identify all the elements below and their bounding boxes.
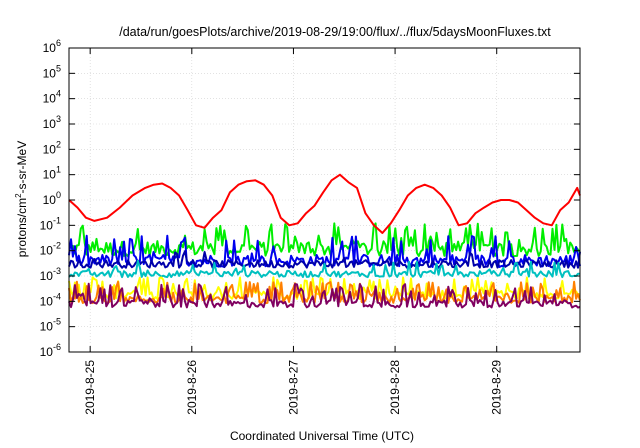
y-tick-label: 10-6 xyxy=(40,342,61,359)
x-tick-label: 2019-8-29 xyxy=(490,360,504,415)
y-tick-label: 104 xyxy=(43,89,61,106)
y-tick-label: 101 xyxy=(43,165,61,182)
y-tick-label: 102 xyxy=(43,139,61,156)
y-tick-label: 106 xyxy=(43,38,61,55)
x-axis-label: Coordinated Universal Time (UTC) xyxy=(230,429,414,443)
x-axis: 2019-8-25 2019-8-26 2019-8-27 2019-8-28 2019… xyxy=(83,48,504,415)
series-line xyxy=(68,173,581,234)
y-tick-label: 100 xyxy=(43,190,61,207)
series-line xyxy=(68,259,581,279)
y-tick-label: 10-2 xyxy=(40,241,61,258)
y-tick-label: 10-5 xyxy=(40,317,61,334)
chart-title: /data/run/goesPlots/archive/2019-08-29/1… xyxy=(119,25,551,39)
x-tick-label: 2019-8-26 xyxy=(185,360,199,415)
x-tick-label: 2019-8-25 xyxy=(83,360,97,415)
series-line xyxy=(68,282,581,309)
y-tick-label: 105 xyxy=(43,63,61,80)
y-tick-label: 10-1 xyxy=(40,215,61,232)
y-tick-label: 10-4 xyxy=(40,291,61,308)
y-tick-label: 103 xyxy=(43,114,61,131)
y-axis: 106 105 104 103 102 101 100 10-1 10-2 10-3 10-4 10-… xyxy=(40,38,580,359)
x-tick-label: 2019-8-28 xyxy=(388,360,402,415)
x-tick-label: 2019-8-27 xyxy=(286,360,300,415)
series-line xyxy=(68,222,581,258)
y-tick-label: 10-3 xyxy=(40,266,61,283)
series-group xyxy=(68,173,581,309)
y-axis-label: protons/cm2-s-sr-MeV xyxy=(14,141,29,257)
